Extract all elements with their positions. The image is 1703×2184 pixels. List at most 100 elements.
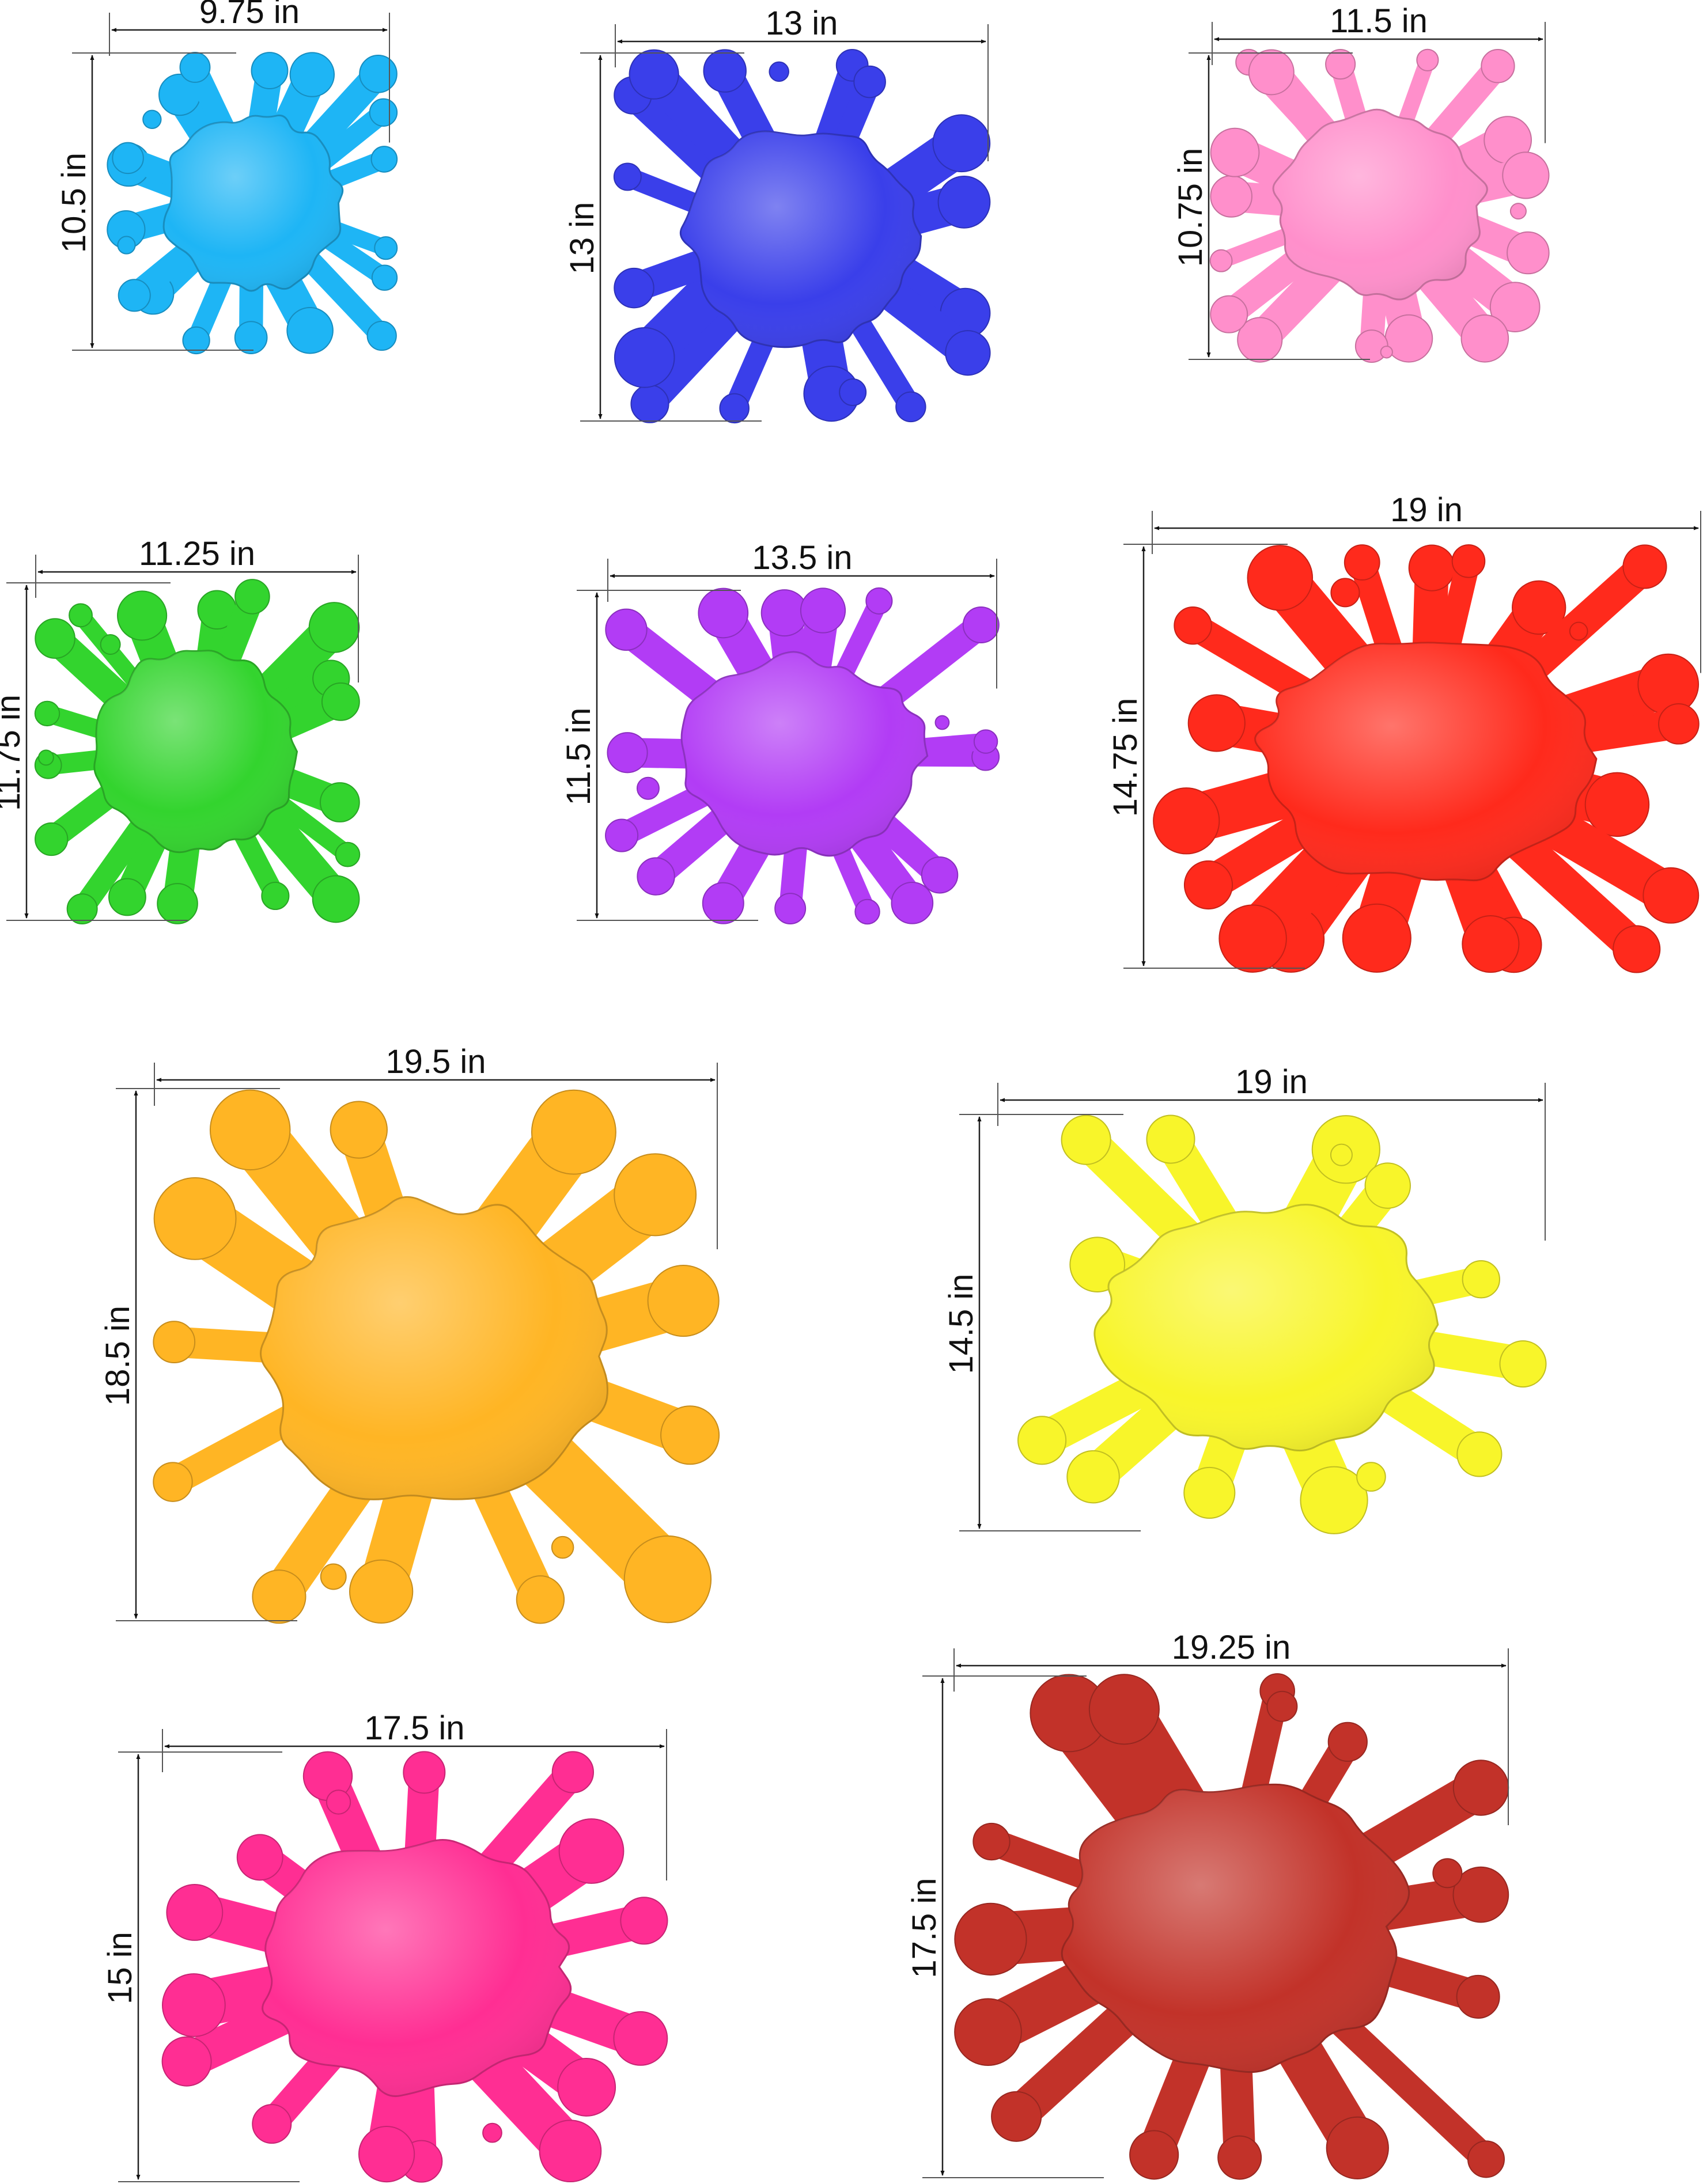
splat-red-drop xyxy=(1183,860,1233,910)
splat-pink-drop xyxy=(1481,49,1515,84)
splat-yellow-drop xyxy=(1462,1260,1500,1299)
splat-orange-droplet xyxy=(320,1563,347,1590)
splat-purple-droplet xyxy=(934,715,950,730)
width-label: 19.25 in xyxy=(1172,1629,1291,1666)
splat-red-drop xyxy=(1658,703,1700,745)
splat-cyan-drop xyxy=(234,321,268,354)
splat-green-drop xyxy=(234,579,270,615)
splat-yellow: 19 in 14.5 in xyxy=(943,1063,1547,1534)
splat-purple: 13.5 in 11.5 in xyxy=(560,539,1000,925)
splat-red-drop xyxy=(1408,544,1455,592)
width-label: 17.5 in xyxy=(364,1709,464,1747)
splat-red-drop xyxy=(1584,772,1650,837)
splat-magenta-shape xyxy=(161,1751,668,2183)
splat-orange-droplet xyxy=(551,1535,574,1559)
splat-brick-drop xyxy=(1456,1974,1500,2019)
splat-purple-drop xyxy=(774,893,807,925)
splat-magenta-drop xyxy=(166,1884,224,1941)
splat-magenta-drop xyxy=(358,2126,415,2183)
splat-orange-shape xyxy=(153,1089,720,1624)
splat-cyan-highlight xyxy=(164,115,343,291)
splat-yellow-drop xyxy=(1364,1162,1411,1209)
splat-blue-highlight xyxy=(680,131,921,347)
splat-brick-drop xyxy=(1088,1674,1160,1745)
splat-orange-drop xyxy=(330,1101,388,1159)
splat-magenta-drop xyxy=(161,2036,212,2087)
splat-blue-shape xyxy=(613,49,991,424)
splat-orange-drop xyxy=(623,1535,712,1624)
splat-orange-drop xyxy=(531,1089,616,1175)
splat-green-drop xyxy=(35,618,75,659)
splat-yellow-shape xyxy=(1017,1114,1547,1534)
splat-blue-drop xyxy=(630,384,669,423)
splat-orange: 19.5 in 18.5 in xyxy=(99,1043,720,1624)
splat-yellow-droplet xyxy=(1356,1462,1386,1492)
splat-brick-drop xyxy=(954,1998,1022,2067)
width-dimension: 19 in xyxy=(1152,491,1701,673)
splat-brick: 19.25 in 17.5 in xyxy=(906,1629,1509,2180)
height-dimension: 10.5 in xyxy=(55,52,253,351)
splat-blue-drop xyxy=(937,176,991,229)
splat-blue-drop xyxy=(614,267,654,309)
height-label: 14.5 in xyxy=(943,1273,980,1374)
height-dimension: 13 in xyxy=(563,52,762,422)
splat-pink-drop xyxy=(1210,295,1248,333)
splat-magenta-drop xyxy=(557,2058,616,2117)
splat-pink-drop xyxy=(1489,282,1541,332)
splat-cyan-droplet xyxy=(142,109,162,129)
height-dimension: 11.75 in xyxy=(0,582,188,921)
splat-red-drop xyxy=(1637,653,1700,715)
splat-red-drop xyxy=(1187,694,1246,752)
splat-orange-drop xyxy=(153,1177,237,1260)
height-label: 11.5 in xyxy=(560,708,597,806)
splat-cyan-drop xyxy=(370,146,398,173)
splat-blue-drop xyxy=(629,49,679,100)
splat-orange-drop xyxy=(647,1264,720,1337)
splat-green-droplet xyxy=(100,634,121,655)
splat-yellow-drop xyxy=(1456,1431,1503,1477)
height-label: 15 in xyxy=(101,1932,139,2004)
splat-magenta-drop xyxy=(613,2011,668,2066)
splat-brick-drop xyxy=(1452,1760,1509,1816)
splat-red-drop xyxy=(1613,925,1661,973)
splat-red-drop xyxy=(1218,904,1287,973)
splat-red-drop xyxy=(1622,544,1667,589)
splat-pink-drop xyxy=(1210,127,1260,177)
splat-cyan-drop xyxy=(182,326,210,355)
height-dimension: 14.75 in xyxy=(1107,544,1305,969)
splat-green-drop xyxy=(117,590,168,641)
width-dimension: 11.25 in xyxy=(35,535,359,682)
splat-brick-drop xyxy=(1217,2135,1262,2180)
splat-purple-drop xyxy=(702,882,744,924)
splat-cyan-drop xyxy=(366,320,397,351)
splat-purple-drop xyxy=(921,856,959,894)
splat-cyan: 9.75 in 10.5 in xyxy=(55,0,398,355)
splat-magenta-drop xyxy=(620,1897,668,1945)
splat-cyan-droplet xyxy=(117,236,136,255)
splat-green-drop xyxy=(108,878,146,916)
height-dimension: 14.5 in xyxy=(943,1114,1141,1531)
splat-red-drop xyxy=(1247,545,1314,611)
width-label: 19 in xyxy=(1235,1063,1308,1101)
width-dimension: 9.75 in xyxy=(109,0,390,143)
width-dimension: 13 in xyxy=(615,5,989,161)
splat-purple-drop xyxy=(973,729,998,754)
splat-green-drop xyxy=(335,841,361,867)
splat-orange-drop xyxy=(516,1575,565,1624)
splat-brick-drop xyxy=(991,2091,1042,2142)
splat-red-drop xyxy=(1174,606,1212,645)
splat-brick-droplet xyxy=(1266,1690,1298,1722)
height-dimension: 17.5 in xyxy=(906,1675,1104,2178)
width-label: 9.75 in xyxy=(199,0,300,31)
splat-green-drop xyxy=(35,822,69,856)
splat-orange-drop xyxy=(614,1153,697,1237)
splat-green-drop xyxy=(308,602,360,653)
splat-red-droplet xyxy=(1330,578,1360,608)
splat-yellow-drop xyxy=(1061,1114,1111,1165)
splat-cyan-drop xyxy=(371,264,398,291)
splat-green-drop xyxy=(321,682,360,721)
splat-pink-drop xyxy=(1507,231,1550,275)
splat-brick-drop xyxy=(1467,2140,1505,2178)
height-label: 10.5 in xyxy=(55,153,93,253)
